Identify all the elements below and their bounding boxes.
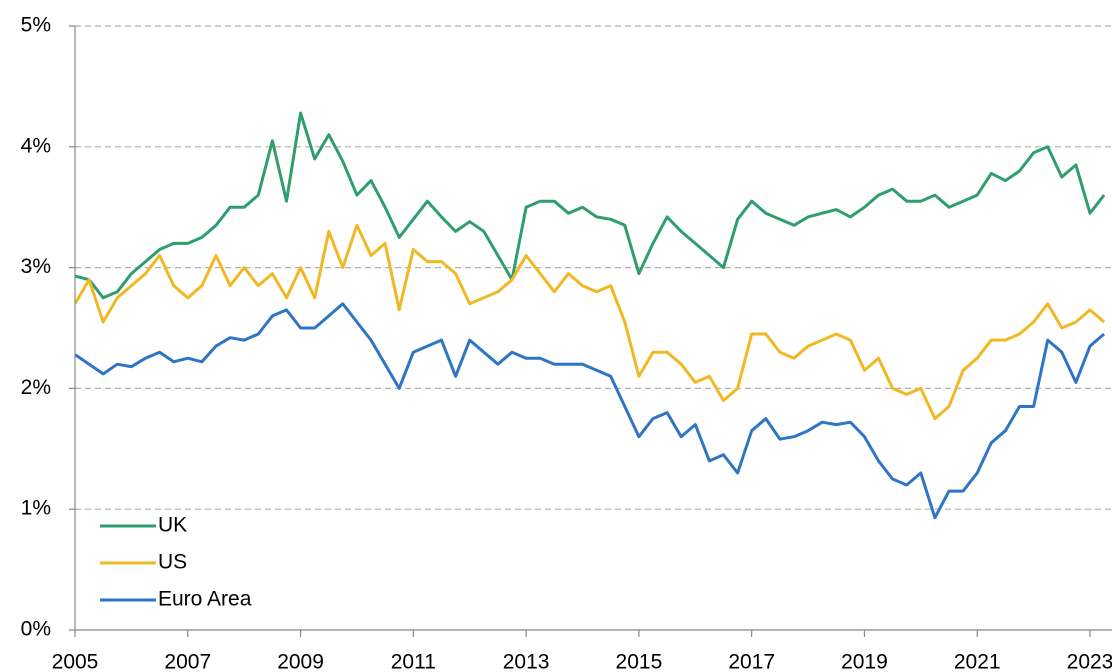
x-tick-label: 2011 xyxy=(391,651,436,672)
line-series xyxy=(75,223,1106,421)
x-tick-label: 2007 xyxy=(164,651,211,672)
y-tick-label: 2% xyxy=(21,376,51,399)
x-tick-label: 2017 xyxy=(728,651,775,672)
x-tick-label: 2005 xyxy=(52,651,99,672)
legend-label: US xyxy=(158,551,187,574)
legend-label: UK xyxy=(158,514,187,537)
y-tick-label: 3% xyxy=(21,255,51,278)
x-tick-label: 2023 xyxy=(1067,651,1112,672)
line-series xyxy=(75,302,1106,520)
y-tick-label: 5% xyxy=(21,14,51,37)
plot-area xyxy=(75,111,1106,520)
line-series xyxy=(75,111,1106,300)
y-tick-label: 0% xyxy=(21,618,51,641)
legend-label: Euro Area xyxy=(158,588,252,611)
y-tick-label: 1% xyxy=(21,497,51,520)
x-tick-label: 2009 xyxy=(277,651,324,672)
y-tick-label: 4% xyxy=(21,134,51,157)
x-tick-label: 2015 xyxy=(616,651,663,672)
grid xyxy=(75,25,1112,510)
x-tick-label: 2021 xyxy=(954,651,1001,672)
x-tick-label: 2013 xyxy=(503,651,550,672)
axes: 0% 1% 2% 3% 4% 5% 2005 2007 2009 2011 2013 2015 2017… xyxy=(21,14,1112,672)
x-tick-label: 2019 xyxy=(841,651,888,672)
